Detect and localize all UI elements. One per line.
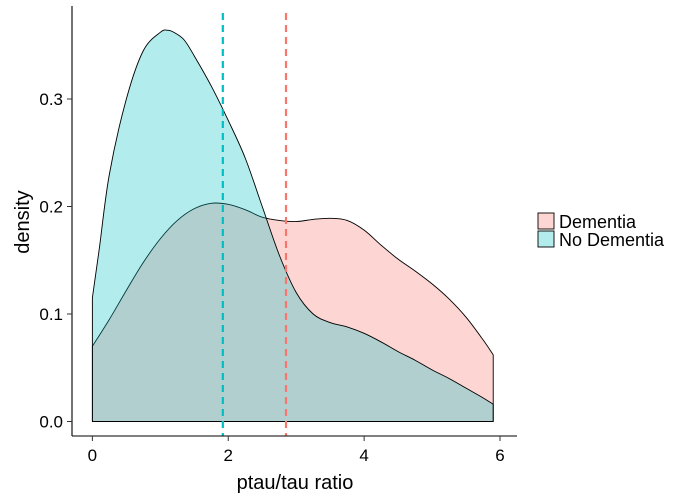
density-series-layer	[91, 29, 494, 422]
y-axis-title: density	[12, 190, 34, 253]
y-tick-label: 0.3	[39, 90, 63, 109]
x-tick-label: 6	[495, 446, 504, 465]
y-tick-label: 0.0	[39, 412, 63, 431]
x-tick-label: 2	[224, 446, 233, 465]
y-tick-label: 0.2	[39, 197, 63, 216]
density-area-dementia	[91, 202, 494, 422]
y-tick-label: 0.1	[39, 305, 63, 324]
legend-key-no-dementia	[537, 230, 555, 248]
density-area-no-dementia	[91, 29, 494, 422]
axes: 0 2 4 6 0.0 0.1 0.2 0.3	[39, 6, 517, 465]
x-axis-title: ptau/tau ratio	[237, 472, 354, 494]
mean-lines-layer	[221, 13, 288, 436]
legend-label-dementia: Dementia	[559, 212, 637, 232]
x-tick-label: 0	[88, 446, 97, 465]
legend-label-no-dementia: No Dementia	[559, 230, 665, 250]
legend-key-dementia	[537, 212, 555, 230]
x-tick-label: 4	[359, 446, 368, 465]
